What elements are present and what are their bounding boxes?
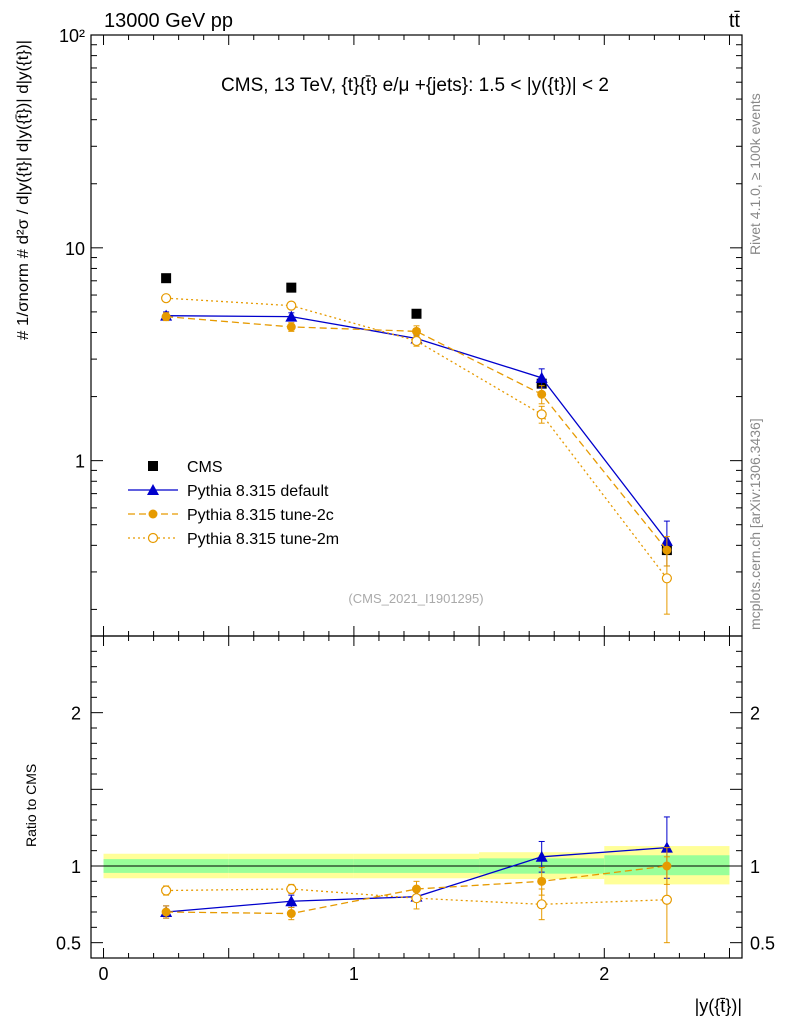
ratio-point-pythia-8-315-tune-2m: [411, 893, 422, 904]
plot-title: CMS, 13 TeV, {t}{t̄} e/μ +{jets}: 1.5 < …: [221, 75, 609, 96]
ratio-point-pythia-8-315-tune-2m: [536, 899, 547, 910]
x-tick-label: 1: [349, 964, 359, 984]
main-point-pythia-8-315-tune-2c: [537, 389, 547, 399]
legend-label-pythia-8-315-tune-2m: Pythia 8.315 tune-2m: [187, 531, 339, 548]
ratio-plot-frame: [90, 635, 743, 959]
ratio-point-pythia-8-315-tune-2m: [661, 894, 672, 905]
main-point-pythia-8-315-tune-2c: [161, 312, 171, 322]
legend-marker-cms: [148, 461, 158, 471]
ratio-point-pythia-8-315-tune-2c: [161, 907, 171, 917]
ratio-y-tick-label-right: 1: [750, 857, 760, 877]
main-point-pythia-8-315-tune-2c: [412, 326, 421, 336]
ratio-point-pythia-8-315-default: [535, 850, 548, 862]
main-point-pythia-8-315-tune-2m: [411, 335, 422, 347]
main-line-pythia-8-315-tune-2c: [166, 315, 668, 551]
legend-label-pythia-8-315-tune-2c: Pythia 8.315 tune-2c: [187, 507, 334, 524]
analysis-id-label: (CMS_2021_I1901295): [348, 591, 483, 606]
main-point-pythia-8-315-default: [285, 310, 298, 322]
source-label: mcplots.cern.ch [arXiv:1306.3436]: [747, 418, 763, 630]
ratio-point-pythia-8-315-tune-2m: [161, 885, 172, 896]
main-point-pythia-8-315-tune-2m: [161, 293, 172, 304]
main-point-pythia-8-315-tune-2m: [286, 300, 297, 311]
main-point-cms: [161, 273, 172, 284]
main-point-cms: [286, 282, 297, 293]
main-point-pythia-8-315-tune-2m: [661, 573, 672, 584]
main-point-pythia-8-315-tune-2m: [536, 409, 547, 420]
rivet-label: Rivet 4.1.0, ≥ 100k events: [747, 93, 763, 255]
process-label: tt̄: [729, 10, 741, 32]
ratio-line-pythia-8-315-tune-2c: [166, 865, 667, 915]
legend-label-cms: CMS: [187, 459, 223, 476]
main-y-tick-label: 10²: [59, 26, 85, 46]
x-axis-label: |y({t̄})|: [695, 996, 742, 1016]
ratio-point-pythia-8-315-tune-2c: [537, 876, 547, 886]
energy-label: 13000 GeV pp: [104, 10, 233, 32]
ratio-point-pythia-8-315-tune-2c: [286, 909, 296, 919]
x-tick-label: 2: [599, 964, 609, 984]
legend-marker-pythia-8-315-tune-2m: [147, 532, 159, 544]
ratio-y-tick-label: 0.5: [56, 934, 81, 954]
ratio-y-tick-label: 2: [71, 704, 81, 724]
legend-marker-pythia-8-315-tune-2c: [148, 509, 158, 519]
ratio-y-tick-label-right: 2: [750, 704, 760, 724]
main-y-tick-label: 1: [75, 452, 85, 472]
main-point-pythia-8-315-default: [535, 371, 548, 383]
legend-label-pythia-8-315-default: Pythia 8.315 default: [187, 483, 329, 500]
x-tick-label: 0: [99, 964, 109, 984]
main-y-axis-label: # 1/σnorm # d²σ / d|y({t}| d|y({t̄})| d|…: [15, 40, 32, 340]
main-point-cms: [411, 308, 422, 319]
ratio-point-pythia-8-315-default: [285, 895, 298, 907]
ratio-y-axis-label: Ratio to CMS: [23, 764, 39, 847]
ratio-y-tick-label-right: 0.5: [750, 934, 775, 954]
main-point-pythia-8-315-tune-2c: [286, 322, 296, 332]
main-y-tick-label: 10: [65, 239, 85, 259]
ratio-y-tick-label: 1: [71, 857, 81, 877]
ratio-point-pythia-8-315-tune-2m: [286, 883, 297, 895]
legend-marker-pythia-8-315-default: [147, 484, 159, 495]
